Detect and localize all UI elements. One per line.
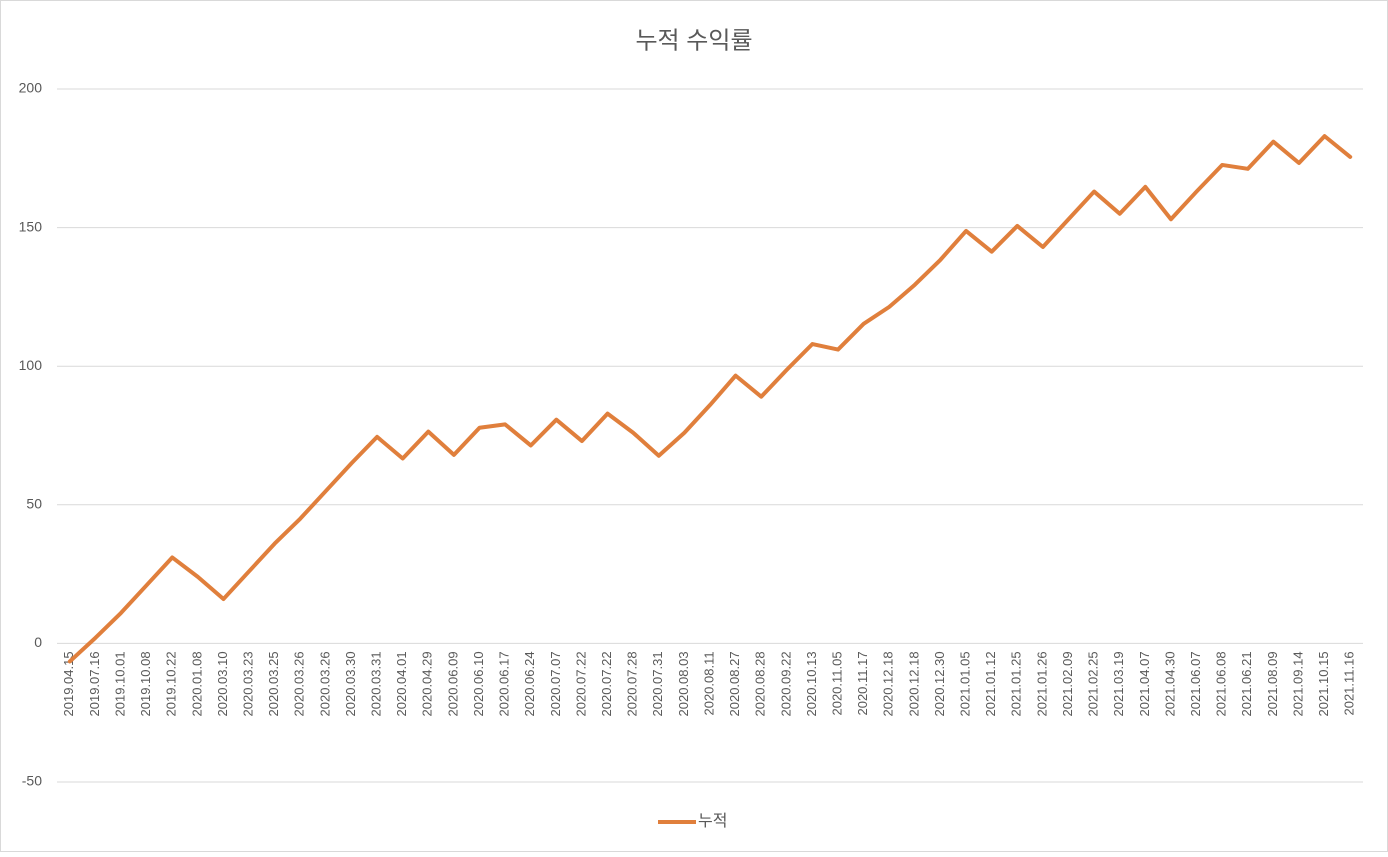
x-tick-label: 2020.03.10 [215,651,230,716]
x-tick-label: 2020.12.18 [881,651,896,716]
x-tick-label: 2021.01.25 [1009,651,1024,716]
x-tick-label: 2021.01.05 [958,651,973,716]
y-tick-label: 0 [34,634,42,650]
x-tick-label: 2020.11.17 [855,651,870,715]
x-tick-label: 2020.03.31 [369,651,384,716]
x-tick-label: 2021.06.21 [1239,651,1254,716]
x-tick-label: 2020.12.30 [932,651,947,716]
x-tick-label: 2020.07.22 [599,651,614,716]
x-tick-label: 2021.08.09 [1265,651,1280,716]
x-tick-label: 2021.06.08 [1214,651,1229,716]
x-tick-label: 2021.10.15 [1316,651,1331,716]
y-tick-label: 50 [26,496,42,512]
x-tick-label: 2020.04.01 [394,651,409,716]
chart-title: 누적 수익률 [635,27,752,54]
x-tick-label: 2021.02.25 [1086,651,1101,716]
x-tick-label: 2020.08.27 [727,651,742,716]
x-tick-label: 2020.07.28 [625,651,640,716]
x-tick-label: 2020.07.22 [573,651,588,716]
x-tick-label: 2020.12.18 [906,651,921,716]
x-tick-label: 2020.03.26 [292,651,307,716]
x-tick-label: 2020.11.05 [829,651,844,715]
x-tick-label: 2021.04.30 [1162,651,1177,716]
x-tick-label: 2021.09.14 [1290,651,1305,716]
x-tick-label: 2020.07.31 [650,651,665,716]
y-tick-label: 200 [19,80,43,96]
x-tick-label: 2020.06.17 [497,651,512,716]
x-tick-label: 2021.01.26 [1034,651,1049,716]
x-tick-label: 2020.04.29 [420,651,435,716]
x-tick-label: 2020.03.30 [343,651,358,716]
x-tick-label: 2021.11.16 [1342,651,1357,715]
x-tick-label: 2020.08.11 [701,651,716,715]
x-tick-label: 2020.01.08 [189,651,204,716]
x-tick-label: 2019.04.15 [61,651,76,716]
y-tick-label: -50 [22,773,42,789]
x-tick-label: 2020.08.28 [753,651,768,716]
x-tick-label: 2019.10.22 [164,651,179,716]
x-tick-label: 2021.04.07 [1137,651,1152,716]
x-tick-label: 2020.03.23 [240,651,255,716]
x-tick-label: 2021.01.12 [983,651,998,716]
x-tick-label: 2019.07.16 [87,651,102,716]
x-tick-label: 2021.02.09 [1060,651,1075,716]
x-tick-label: 2020.07.07 [548,651,563,716]
x-tick-label: 2019.10.08 [138,651,153,716]
x-tick-label: 2020.08.03 [676,651,691,716]
x-tick-label: 2020.06.10 [471,651,486,716]
y-tick-label: 100 [19,357,43,373]
x-tick-label: 2019.10.01 [112,651,127,716]
x-tick-label: 2020.03.25 [266,651,281,716]
legend-label: 누적 [698,812,727,830]
x-tick-label: 2020.09.22 [778,651,793,716]
x-tick-label: 2020.06.09 [445,651,460,716]
x-tick-label: 2020.06.24 [522,651,537,716]
x-tick-label: 2020.10.13 [804,651,819,716]
x-tick-label: 2021.03.19 [1111,651,1126,716]
y-tick-label: 150 [19,218,43,234]
x-tick-label: 2020.03.26 [317,651,332,716]
line-series [67,134,1353,664]
x-tick-label: 2021.06.07 [1188,651,1203,716]
